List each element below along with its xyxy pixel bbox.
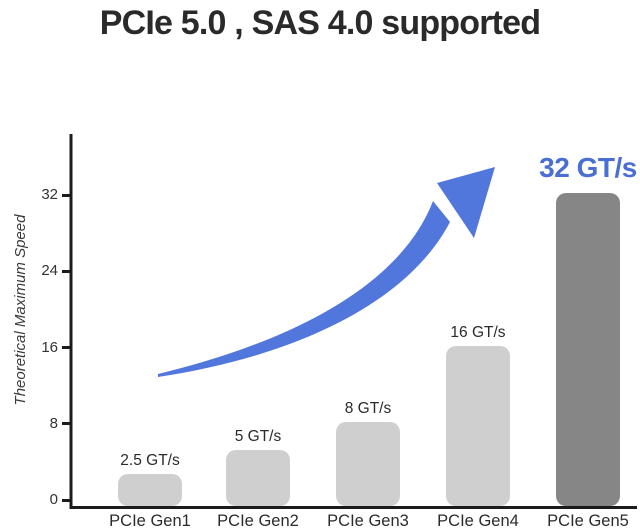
y-tick-mark [62,346,71,350]
y-tick-mark [62,498,71,502]
y-axis-label: Theoretical Maximum Speed [12,214,29,406]
bar-pcie-gen1 [118,474,182,506]
x-label-pcie-gen3: PCIe Gen3 [327,512,409,530]
value-label-pcie-gen1: 2.5 GT/s [120,452,180,470]
bar-pcie-gen5 [556,193,620,506]
y-tick-label: 24 [41,262,58,280]
x-label-pcie-gen2: PCIe Gen2 [217,512,299,530]
x-label-pcie-gen4: PCIe Gen4 [437,512,519,530]
trend-arrow-head-icon [437,167,495,238]
value-label-pcie-gen3: 8 GT/s [344,399,392,417]
y-tick-label: 8 [49,414,58,432]
bar-pcie-gen4 [446,345,510,506]
page-title: PCIe 5.0 , SAS 4.0 supported [99,4,541,42]
y-tick-label: 16 [41,338,58,356]
y-tick-label: 0 [49,491,58,508]
y-tick-mark [62,193,71,197]
y-tick-mark [62,269,71,273]
value-label-pcie-gen2: 5 GT/s [234,428,282,446]
bar-pcie-gen3 [336,421,400,506]
y-tick-label: 32 [41,186,58,204]
bar-pcie-gen2 [226,450,290,506]
value-label-pcie-gen5: 32 GT/s [539,152,637,183]
value-label-pcie-gen4: 16 GT/s [450,323,506,341]
x-label-pcie-gen5: PCIe Gen5 [547,512,629,530]
x-label-pcie-gen1: PCIe Gen1 [109,512,191,530]
trend-arrow-shaft [158,201,450,377]
y-tick-mark [62,422,71,426]
